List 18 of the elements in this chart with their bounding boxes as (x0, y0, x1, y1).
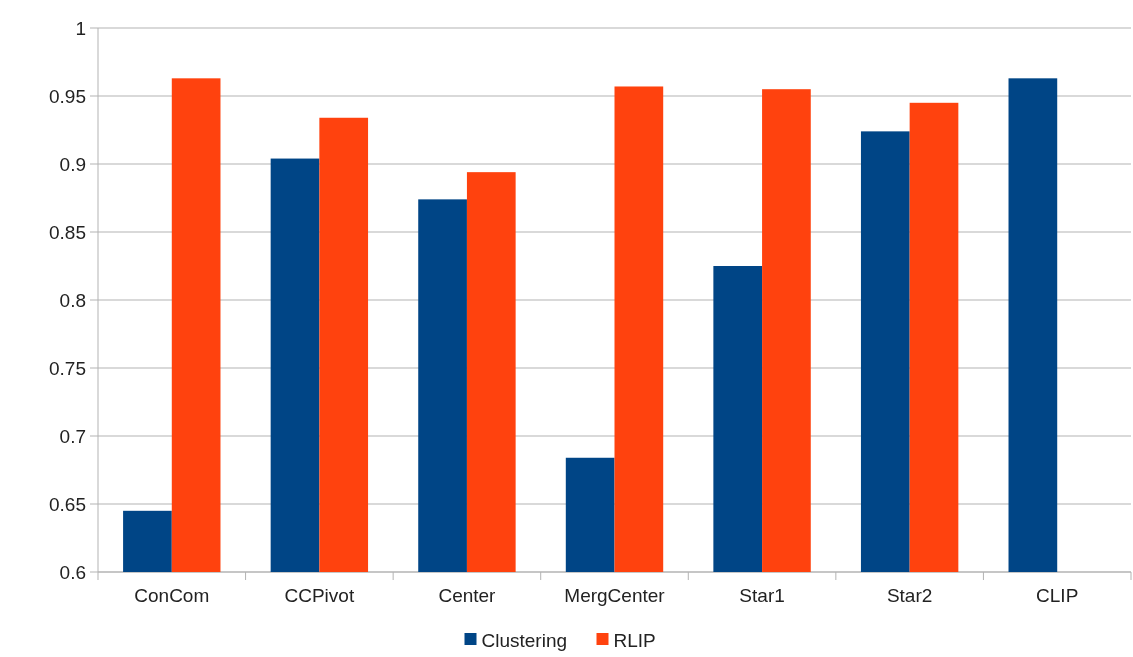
y-tick-label: 1 (75, 17, 86, 39)
x-tick-label: CLIP (1036, 585, 1079, 606)
y-tick-label: 0.7 (59, 425, 86, 447)
x-tick-label: Center (438, 585, 497, 606)
x-tick-label: Star2 (886, 585, 933, 606)
x-tick-label: MergCenter (564, 585, 666, 606)
y-tick-label: 0.85 (49, 221, 86, 243)
y-tick-label: 0.8 (59, 289, 86, 311)
y-tick-label: 0.75 (49, 357, 86, 379)
x-tick-label: CCPivot (284, 585, 355, 606)
legend-label: Clustering (481, 629, 568, 651)
y-tick-label: 0.9 (59, 153, 86, 175)
x-tick-label: Star1 (739, 585, 785, 606)
y-tick-label: 0.6 (59, 561, 86, 583)
y-tick-label: 0.95 (49, 85, 86, 107)
y-tick-label: 0.65 (49, 493, 86, 515)
legend-label: RLIP (613, 629, 656, 651)
x-tick-label: ConCom (134, 585, 210, 606)
